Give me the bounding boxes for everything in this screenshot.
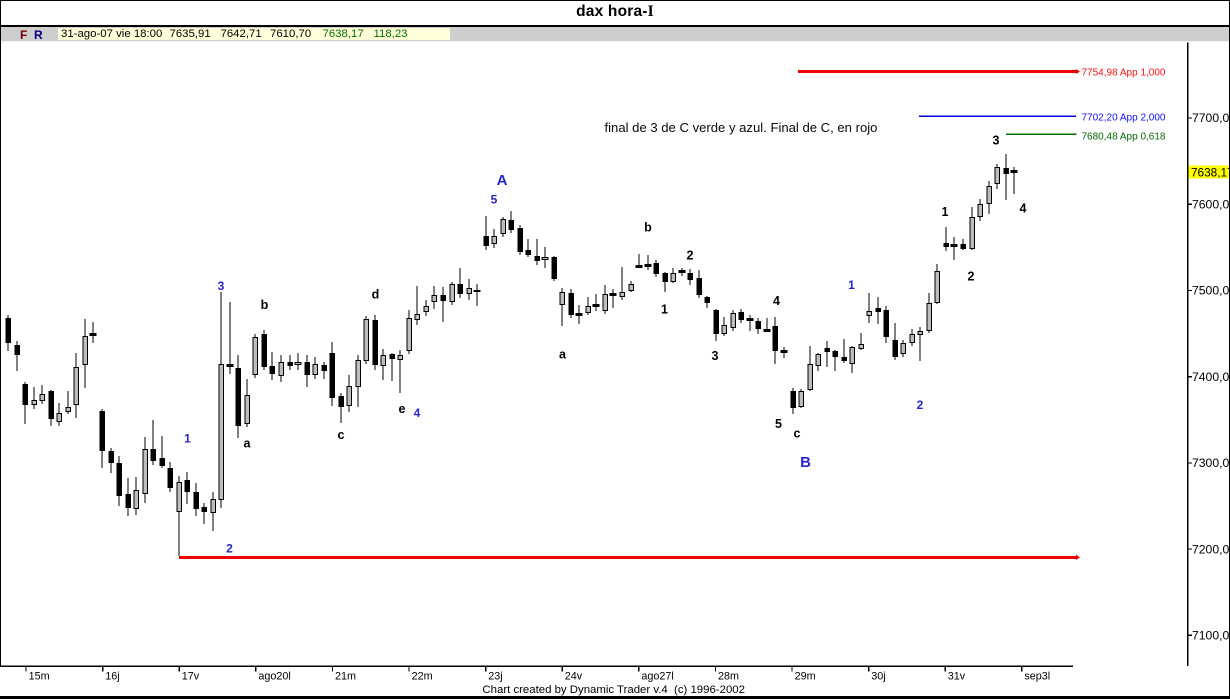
svg-text:7600,00: 7600,00 [1192, 197, 1230, 211]
svg-text:a: a [559, 347, 567, 361]
svg-text:5: 5 [775, 417, 782, 431]
svg-text:4: 4 [414, 406, 421, 420]
svg-text:sep3l: sep3l [1024, 671, 1050, 683]
svg-text:7702,20 App 2,000: 7702,20 App 2,000 [1082, 112, 1166, 123]
svg-text:28m: 28m [718, 671, 739, 683]
svg-text:7754,98 App 1,000: 7754,98 App 1,000 [1082, 68, 1166, 79]
svg-text:15m: 15m [29, 671, 50, 683]
svg-text:3: 3 [712, 349, 719, 363]
svg-text:1: 1 [848, 278, 855, 292]
svg-text:7638,17: 7638,17 [1191, 165, 1230, 179]
svg-text:2: 2 [226, 541, 233, 555]
svg-text:4: 4 [773, 294, 780, 308]
svg-text:17v: 17v [182, 671, 200, 683]
svg-text:1: 1 [661, 302, 668, 316]
svg-text:a: a [244, 436, 252, 450]
svg-text:30j: 30j [871, 671, 885, 683]
svg-text:e: e [399, 402, 406, 416]
svg-text:7100,00: 7100,00 [1192, 629, 1230, 643]
svg-text:29m: 29m [795, 671, 816, 683]
svg-text:d: d [372, 287, 380, 301]
svg-text:24v: 24v [565, 671, 583, 683]
svg-text:16j: 16j [105, 671, 119, 683]
svg-text:23j: 23j [488, 671, 502, 683]
svg-text:7500,00: 7500,00 [1192, 284, 1230, 298]
svg-text:3: 3 [993, 133, 1000, 147]
svg-text:22m: 22m [412, 671, 433, 683]
svg-text:2: 2 [687, 248, 694, 262]
svg-text:A: A [497, 172, 508, 189]
svg-text:1: 1 [942, 205, 949, 219]
svg-text:7200,00: 7200,00 [1192, 542, 1230, 556]
svg-text:7700,00: 7700,00 [1192, 111, 1230, 125]
svg-text:21m: 21m [335, 671, 356, 683]
svg-text:Chart created by Dynamic Trade: Chart created by Dynamic Trader v.4 (c) … [482, 684, 745, 696]
svg-text:final de 3 de C verde y azul.: final de 3 de C verde y azul. Final de C… [605, 120, 878, 135]
svg-text:31v: 31v [948, 671, 966, 683]
svg-text:ago20l: ago20l [258, 671, 290, 683]
svg-text:2: 2 [968, 269, 975, 283]
svg-text:7300,00: 7300,00 [1192, 456, 1230, 470]
svg-text:2: 2 [917, 398, 924, 412]
svg-text:B: B [800, 454, 811, 471]
svg-text:b: b [644, 220, 652, 234]
svg-text:1: 1 [184, 431, 191, 445]
svg-text:7400,00: 7400,00 [1192, 370, 1230, 384]
svg-text:ago27l: ago27l [641, 671, 673, 683]
svg-text:5: 5 [491, 192, 498, 206]
svg-text:3: 3 [218, 279, 225, 293]
svg-text:4: 4 [1020, 201, 1027, 215]
svg-text:7680,48 App 0,618: 7680,48 App 0,618 [1082, 132, 1166, 143]
svg-text:b: b [261, 298, 269, 312]
svg-text:c: c [794, 426, 801, 440]
svg-text:c: c [338, 428, 345, 442]
